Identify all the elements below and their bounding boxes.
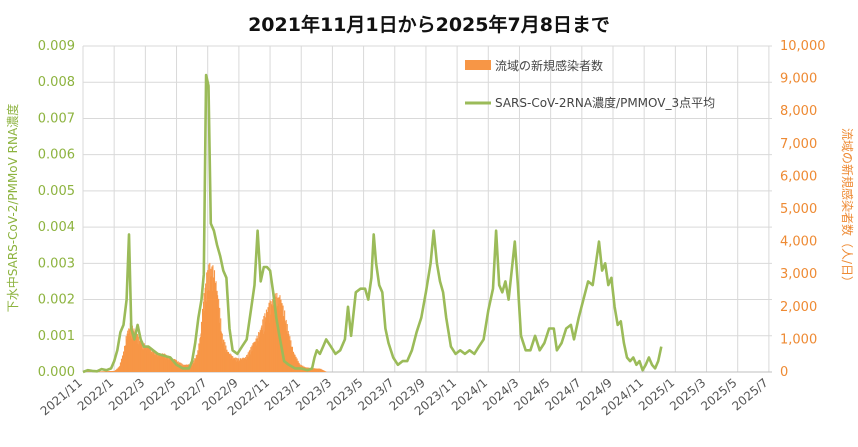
- y-right-tick-label: 4,000: [780, 235, 817, 250]
- y-left-tick-label: 0.005: [38, 184, 75, 199]
- y-right-tick-label: 8,000: [780, 104, 817, 119]
- y-left-tick-label: 0.007: [38, 111, 75, 126]
- y-right-tick-label: 3,000: [780, 267, 817, 282]
- y-right-tick-label: 6,000: [780, 169, 817, 184]
- x-tick-label: 2025/7: [729, 376, 770, 414]
- y-left-tick-label: 0.002: [38, 293, 75, 308]
- y-left-axis-title: 下水中SARS-CoV-2/PMMoV RNA濃度: [5, 104, 20, 312]
- legend: 流域の新規感染者数 SARS-CoV-2RNA濃度/PMMOV_3点平均: [465, 58, 715, 110]
- y-right-tick-label: 5,000: [780, 202, 817, 217]
- legend-line-label: SARS-CoV-2RNA濃度/PMMOV_3点平均: [495, 95, 715, 110]
- y-right-tick-label: 2,000: [780, 300, 817, 315]
- legend-bar-label: 流域の新規感染者数: [495, 58, 603, 73]
- y-left-tick-label: 0.006: [38, 148, 75, 163]
- x-tick-label: 2021/11: [38, 376, 85, 419]
- legend-bar-swatch: [465, 60, 491, 70]
- bar-series: [83, 263, 327, 372]
- y-left-tick-label: 0.003: [38, 256, 75, 271]
- y-right-tick-label: 9,000: [780, 72, 817, 87]
- y-left-tick-label: 0.001: [38, 329, 75, 344]
- y-right-tick-label: 1,000: [780, 332, 817, 347]
- y-left-tick-label: 0.004: [38, 220, 75, 235]
- chart-title: 2021年11月1日から2025年7月8日まで: [248, 13, 610, 36]
- y-right-tick-label: 0: [780, 365, 788, 380]
- y-right-tick-label: 7,000: [780, 137, 817, 152]
- line-series: [83, 75, 661, 372]
- y-right-tick-label: 10,000: [780, 39, 826, 54]
- gridlines: [83, 46, 772, 372]
- y-left-tick-label: 0.000: [38, 365, 75, 380]
- y-right-axis-title: 流域の新規感染者数（人/日）: [840, 128, 855, 288]
- rna-line: [83, 75, 661, 372]
- y-left-tick-label: 0.009: [38, 39, 75, 54]
- y-left-tick-label: 0.008: [38, 75, 75, 90]
